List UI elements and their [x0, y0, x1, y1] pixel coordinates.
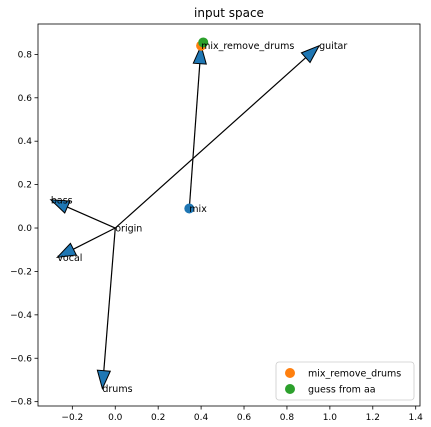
x-tick-label: 1.0	[323, 413, 338, 423]
annotation-vocal: vocal	[57, 253, 82, 264]
arrow-head	[56, 242, 78, 258]
y-tick-label: −0.6	[10, 354, 32, 364]
legend-marker	[285, 368, 295, 378]
annotation-origin: origin	[115, 224, 142, 235]
annotations-layer: origin bass vocal drums guitar mix mix_remove_…	[51, 41, 347, 395]
annotation-bass: bass	[51, 195, 73, 206]
chart-title: input space	[194, 6, 264, 20]
y-tick-label: −0.4	[10, 311, 32, 321]
annotation-mix: mix	[189, 204, 207, 215]
arrow-head	[192, 44, 207, 65]
point-guess-from-aa	[198, 37, 209, 48]
legend-label: mix_remove_drums	[308, 369, 401, 380]
y-tick-label: 0.4	[18, 137, 33, 147]
annotation-drums: drums	[102, 384, 132, 395]
x-tick-label: 0.0	[108, 413, 123, 423]
legend-label: guess from aa	[308, 385, 376, 396]
y-tick-label: 0.6	[18, 94, 33, 104]
y-axis: −0.8 −0.6 −0.4 −0.2 0.0 0.2 0.4 0.6 0.8	[10, 50, 38, 408]
x-axis: −0.2 0.0 0.2 0.4 0.6 0.8 1.0 1.2 1.4	[61, 406, 423, 423]
y-tick-label: 0.2	[18, 181, 32, 191]
arrow-shaft	[188, 63, 201, 209]
arrow-shaft	[114, 57, 307, 229]
y-tick-label: −0.8	[10, 398, 32, 408]
x-tick-label: −0.2	[61, 413, 83, 423]
x-tick-label: 0.6	[237, 413, 252, 423]
x-tick-label: 0.4	[194, 413, 209, 423]
x-tick-label: 1.4	[409, 413, 424, 423]
arrow-head	[49, 199, 71, 214]
y-tick-label: 0.0	[18, 224, 33, 234]
arrows-layer	[49, 44, 321, 391]
point-mix	[184, 203, 195, 214]
legend-box	[275, 361, 415, 401]
arrow-head	[300, 44, 321, 64]
arrow-head	[96, 369, 112, 391]
x-tick-label: 0.2	[151, 413, 165, 423]
arrow-shaft	[103, 227, 116, 371]
legend-marker	[285, 384, 295, 394]
annotation-mix-remove-drums: mix_remove_drums	[201, 41, 294, 52]
arrow-shaft	[73, 227, 116, 250]
y-tick-label: −0.2	[10, 267, 32, 277]
points-layer	[184, 37, 209, 214]
x-tick-label: 0.8	[280, 413, 295, 423]
x-tick-label: 1.2	[366, 413, 380, 423]
axes-frame	[37, 23, 421, 407]
arrow-shaft	[67, 206, 116, 229]
y-tick-label: 0.8	[18, 50, 33, 60]
annotation-guitar: guitar	[319, 41, 347, 52]
